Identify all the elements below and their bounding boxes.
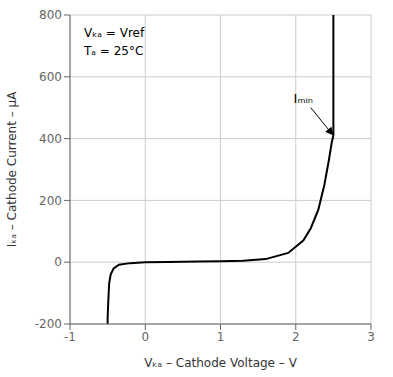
svg-text:3: 3 [367,330,375,344]
svg-text:0: 0 [141,330,149,344]
svg-text:-200: -200 [35,317,62,331]
svg-text:800: 800 [39,8,62,22]
svg-text:Vₖₐ – Cathode Voltage – V: Vₖₐ – Cathode Voltage – V [144,356,297,370]
svg-text:1: 1 [217,330,225,344]
svg-text:Iₖₐ – Cathode Current – μA: Iₖₐ – Cathode Current – μA [8,91,19,248]
svg-text:0: 0 [54,255,62,269]
svg-text:400: 400 [39,132,62,146]
svg-text:-1: -1 [64,330,76,344]
svg-text:Iₘᵢₙ: Iₘᵢₙ [294,91,313,106]
svg-text:Vₖₐ = Vref: Vₖₐ = Vref [84,26,145,40]
svg-text:2: 2 [292,330,300,344]
svg-text:600: 600 [39,70,62,84]
svg-text:200: 200 [39,194,62,208]
svg-text:Tₐ = 25°C: Tₐ = 25°C [83,44,143,58]
